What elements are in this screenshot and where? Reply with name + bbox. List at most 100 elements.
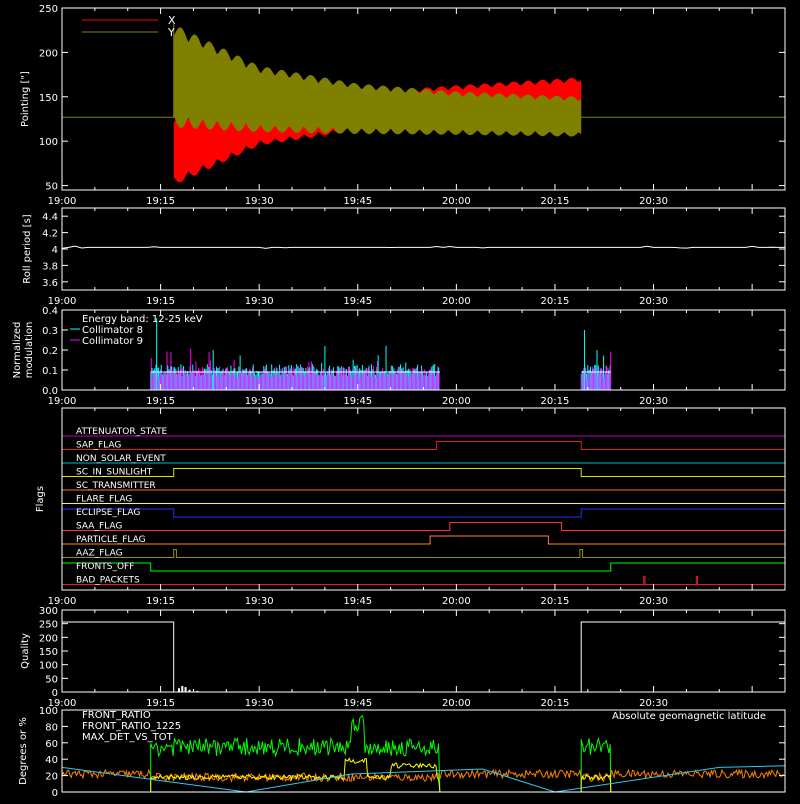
roll-ylabel: Roll period [s] (22, 214, 33, 283)
modulation-xtick-label: 19:00 (48, 396, 77, 407)
roll-xtick-label: 19:15 (146, 296, 175, 307)
roll-xtick-label: 20:30 (639, 296, 668, 307)
flag-line-aaz-flag (62, 549, 785, 558)
pointing-xtick-label: 19:30 (245, 196, 274, 207)
ratio-ytick-label: 60 (45, 739, 58, 750)
ratio-line-front-ratio (150, 757, 441, 793)
pointing-xtick-label: 19:00 (48, 196, 77, 207)
modulation-ylabel: Normalizedmodulation (12, 322, 35, 379)
flag-line-bad-packets (62, 576, 785, 585)
quality-xtick-label: 19:15 (146, 698, 175, 709)
modulation-xtick-label: 19:15 (146, 396, 175, 407)
quality-ytick-label: 150 (39, 647, 58, 658)
modulation-xtick-label: 20:30 (639, 396, 668, 407)
flag-label-aaz-flag: AAZ_FLAG (76, 549, 123, 559)
flag-label-bad-packets: BAD_PACKETS (76, 576, 140, 586)
pointing-ytick-label: 100 (39, 137, 58, 148)
modulation-legend-label: Collimator 8 (82, 325, 143, 336)
flag-line-fronts-off (61, 562, 786, 572)
roll-ytick-label: 3.6 (42, 278, 58, 289)
pointing-xtick-label: 19:45 (343, 196, 372, 207)
ratio-line-front-ratio-1225 (150, 714, 441, 793)
modulation-xtick-label: 20:00 (442, 396, 471, 407)
flags-xtick-label: 19:15 (146, 596, 175, 607)
quality-ytick-label: 300 (39, 606, 58, 617)
flag-line-sap-flag (62, 441, 785, 450)
flag-label-sap-flag: SAP_FLAG (76, 441, 121, 451)
flag-line-saa-flag (62, 522, 785, 531)
ratio-legend-label: MAX_DET_VS_TOT (82, 732, 174, 743)
modulation-ylabel-line1: Normalized (12, 322, 23, 379)
pointing-ytick-label: 200 (39, 48, 58, 59)
modulation-ytick-label: 0.4 (42, 306, 58, 317)
flags-xtick-label: 20:15 (541, 596, 570, 607)
roll-xtick-label: 19:00 (48, 296, 77, 307)
modulation-ytick-label: 0.2 (42, 346, 58, 357)
flag-line-particle-flag (62, 535, 785, 545)
roll-xtick-label: 19:45 (343, 296, 372, 307)
flags-xtick-label: 20:30 (639, 596, 668, 607)
roll-ytick-label: 4.4 (42, 212, 58, 223)
modulation-ytick-label: 0.0 (42, 386, 58, 397)
ratio-ytick-label: 80 (45, 722, 58, 733)
pointing-legend-label: Y (167, 26, 175, 39)
modulation-energy-band: Energy band: 12-25 keV (82, 314, 203, 325)
quality-ytick-label: 100 (39, 661, 58, 672)
flag-label-attenuator-state: ATTENUATOR_STATE (76, 427, 168, 437)
pointing-ylabel: Pointing ["] (20, 71, 31, 127)
flags-ylabel: Flags (35, 486, 46, 512)
pointing-xtick-label: 19:15 (146, 196, 175, 207)
quality-xtick-label: 20:30 (639, 698, 668, 709)
pointing-series-y (173, 27, 582, 137)
quality-ytick-label: 250 (39, 620, 58, 631)
flags-xtick-label: 19:30 (245, 596, 274, 607)
flags-xtick-label: 19:00 (48, 596, 77, 607)
flag-label-non-solar-event: NON_SOLAR_EVENT (76, 454, 166, 464)
roll-xtick-label: 20:00 (442, 296, 471, 307)
roll-period-line (61, 245, 785, 249)
modulation-ytick-label: 0.1 (42, 366, 58, 377)
roll-ytick-label: 3.8 (42, 261, 58, 272)
quality-ytick-label: 200 (39, 633, 58, 644)
ratio-ylabel: Degrees or % (18, 717, 29, 785)
roll-xtick-label: 20:15 (541, 296, 570, 307)
pointing-xtick-label: 20:00 (442, 196, 471, 207)
ratio-line-front-ratio-1225 (580, 737, 612, 793)
modulation-legend-label: Collimator 9 (82, 336, 143, 347)
modulation-xtick-label: 20:15 (541, 396, 570, 407)
ratio-legend-label: FRONT_RATIO_1225 (82, 721, 181, 732)
quality-ylabel: Quality (20, 633, 31, 669)
ratio-line-front-ratio (580, 773, 612, 793)
flag-label-sc-in-sunlight: SC_IN_SUNLIGHT (76, 468, 153, 478)
quality-line (62, 621, 785, 693)
pointing-ytick-label: 50 (45, 182, 58, 193)
modulation-ytick-label: 0.3 (42, 326, 58, 337)
modulation-xtick-label: 19:45 (343, 396, 372, 407)
roll-ytick-label: 4 (52, 245, 58, 256)
quality-xtick-label: 20:15 (541, 698, 570, 709)
pointing-ytick-label: 250 (39, 4, 58, 15)
flag-label-particle-flag: PARTICLE_FLAG (76, 535, 146, 545)
pointing-xtick-label: 20:15 (541, 196, 570, 207)
modulation-ylabel-line2: modulation (24, 322, 35, 379)
ratio-ytick-label: 20 (45, 772, 58, 783)
ratio-legend-label: FRONT_RATIO (82, 710, 151, 721)
quality-xtick-label: 19:45 (343, 698, 372, 709)
flag-label-sc-transmitter: SC_TRANSMITTER (76, 481, 156, 491)
flags-xtick-label: 19:45 (343, 596, 372, 607)
roll-panel-frame (61, 207, 786, 291)
ratio-line-max-det-vs-tot (61, 768, 784, 783)
modulation-xtick-label: 19:30 (245, 396, 274, 407)
quality-xtick-label: 20:00 (442, 698, 471, 709)
pointing-ytick-label: 150 (39, 93, 58, 104)
pointing-xtick-label: 20:30 (639, 196, 668, 207)
ratio-geomag-label: Absolute geomagnetic latitude (612, 711, 766, 722)
pointing-legend-label: X (168, 14, 176, 27)
quality-xtick-label: 19:00 (48, 698, 77, 709)
ratio-ytick-label: 100 (39, 706, 58, 717)
flag-label-eclipse-flag: ECLIPSE_FLAG (76, 508, 140, 518)
roll-xtick-label: 19:30 (245, 296, 274, 307)
roll-ytick-label: 4.2 (42, 229, 58, 240)
